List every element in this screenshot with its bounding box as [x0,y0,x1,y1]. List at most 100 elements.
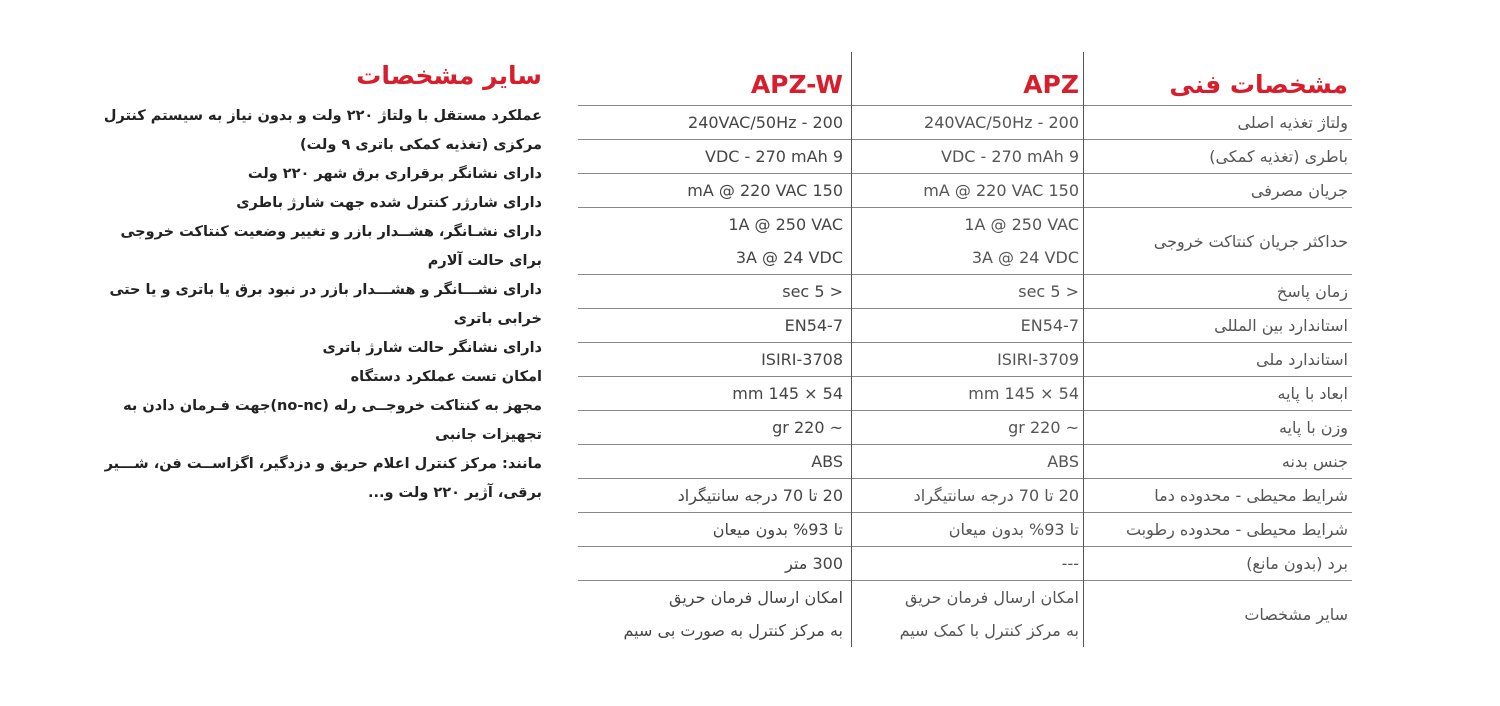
spec-value-line: 1A @ 250 VAC [728,215,843,234]
spec-table-header: مشخصات فنی APZ APZ-W [578,52,1352,106]
spec-value-line: ABS [1047,452,1079,471]
other-specs-title: سایر مشخصات [356,61,542,90]
spec-value-line: 150 mA @ 220 VAC [923,181,1079,200]
table-row: استاندارد بین المللی EN54-7 EN54-7 [578,308,1352,343]
spec-value-apzw: 150 mA @ 220 VAC [578,173,852,208]
spec-value-line: امکان ارسال فرمان حریق [905,588,1079,607]
spec-label: حداکثر جریان کنتاکت خروجی [1083,207,1352,275]
other-spec-line: خرابی باتری [453,311,542,327]
spec-value-apz: ~ 220 gr [851,410,1084,445]
spec-value-line: 20 تا 70 درجه سانتیگراد [677,486,843,505]
spec-value-line: به مرکز کنترل به صورت بی سیم [623,621,843,640]
spec-value-apz: 200 - 240VAC/50Hz [851,105,1084,140]
spec-value-line: به مرکز کنترل با کمک سیم [899,621,1079,640]
spec-value-line: EN54-7 [1020,316,1079,335]
spec-value-line: امکان ارسال فرمان حریق [669,588,843,607]
spec-value-apz: EN54-7 [851,308,1084,343]
spec-label: جریان مصرفی [1083,173,1352,208]
other-spec-line: مانند: مرکز کنترل اعلام حریق و دزدگیر، ا… [104,456,542,472]
spec-value-line: 3A @ 24 VDC [735,248,843,267]
spec-label: سایر مشخصات [1083,580,1352,647]
other-spec-line: برای حالت آلارم [427,253,542,269]
table-row: وزن با پایه ~ 220 gr ~ 220 gr [578,410,1352,445]
spec-label: شرایط محیطی - محدوده رطوبت [1083,512,1352,547]
spec-value-apzw: تا 93% بدون میعان [578,512,852,547]
spec-value-line: < 5 sec [782,282,843,301]
spec-value-apz: 150 mA @ 220 VAC [851,173,1084,208]
table-row: جنس بدنه ABS ABS [578,444,1352,479]
spec-value-line: تا 93% بدون میعان [712,520,843,539]
other-specs-section: سایر مشخصات عملکرد مستقل با ولتاژ ۲۲۰ ول… [103,58,542,508]
table-row: شرایط محیطی - محدوده رطوبت تا 93% بدون می… [578,512,1352,547]
spec-value-apzw: 300 متر [578,546,852,581]
spec-value-line: تا 93% بدون میعان [948,520,1079,539]
other-spec-line: دارای نشـــانگر و هشـــدار بازر در نبود … [109,282,542,298]
spec-value-line: 20 تا 70 درجه سانتیگراد [913,486,1079,505]
spec-value-apz: 1A @ 250 VAC 3A @ 24 VDC [851,207,1084,275]
spec-value-apz: 9 VDC - 270 mAh [851,139,1084,174]
header-apz: APZ [851,52,1084,106]
spec-label: استاندارد ملی [1083,342,1352,377]
table-row: ولتاژ تغذیه اصلی 200 - 240VAC/50Hz 200 - 2… [578,105,1352,140]
spec-value-apzw: 54 × 145 mm [578,376,852,411]
table-row: حداکثر جریان کنتاکت خروجی 1A @ 250 VAC 3A … [578,207,1352,275]
header-apz-w: APZ-W [750,70,843,99]
other-spec-line: دارای نشانگر حالت شارژ باتری [322,340,542,356]
spec-value-line: 9 VDC - 270 mAh [941,147,1079,166]
spec-label: شرایط محیطی - محدوده دما [1083,478,1352,513]
header-tech-specs: مشخصات فنی [1169,70,1348,99]
spec-label: برد (بدون مانع) [1083,546,1352,581]
spec-label: ولتاژ تغذیه اصلی [1083,105,1352,140]
spec-value-apzw: ISIRI-3708 [578,342,852,377]
spec-value-line: 300 متر [785,554,843,573]
spec-value-line: ~ 220 gr [772,418,843,437]
spec-value-apz: ISIRI-3709 [851,342,1084,377]
spec-value-apz: ABS [851,444,1084,479]
spec-value-apzw: 200 - 240VAC/50Hz [578,105,852,140]
spec-value-apz: 54 × 145 mm [851,376,1084,411]
spec-value-line: 1A @ 250 VAC [964,215,1079,234]
other-spec-line: تجهیزات جانبی [435,427,542,443]
spec-label: باطری (تغذیه کمکی) [1083,139,1352,174]
spec-label: زمان پاسخ [1083,274,1352,309]
table-row: شرایط محیطی - محدوده دما 20 تا 70 درجه سا… [578,478,1352,513]
spec-table: مشخصات فنی APZ APZ-W ولتاژ تغذیه اصلی 200… [578,52,1352,647]
other-specs-list: عملکرد مستقل با ولتاژ ۲۲۰ ولت و بدون نیا… [103,102,542,508]
spec-value-line: 150 mA @ 220 VAC [687,181,843,200]
spec-value-apzw: ABS [578,444,852,479]
spec-value-line: < 5 sec [1018,282,1079,301]
table-row: باطری (تغذیه کمکی) 9 VDC - 270 mAh 9 VDC -… [578,139,1352,174]
spec-value-line: 200 - 240VAC/50Hz [924,113,1079,132]
spec-value-line: ABS [811,452,843,471]
other-spec-line: دارای نشانگر برقراری برق شهر ۲۲۰ ولت [247,166,542,182]
spec-value-line: 3A @ 24 VDC [971,248,1079,267]
table-row: سایر مشخصات امکان ارسال فرمان حریق به مرکز… [578,580,1352,647]
other-spec-line: دارای نشـانگر، هشــدار بازر و تغییر وضعی… [120,224,542,240]
spec-value-line: --- [1061,554,1079,573]
spec-label: استاندارد بین المللی [1083,308,1352,343]
spec-value-apz: 20 تا 70 درجه سانتیگراد [851,478,1084,513]
other-spec-line: مرکزی (تغذیه کمکی باتری ۹ ولت) [299,137,542,153]
other-spec-line: امکان تست عملکرد دستگاه [350,369,542,385]
table-row: استاندارد ملی ISIRI-3709 ISIRI-3708 [578,342,1352,377]
spec-value-line: 54 × 145 mm [732,384,843,403]
other-spec-line: عملکرد مستقل با ولتاژ ۲۲۰ ولت و بدون نیا… [103,108,542,124]
table-row: زمان پاسخ < 5 sec < 5 sec [578,274,1352,309]
spec-value-line: ISIRI-3708 [761,350,843,369]
spec-value-apz: --- [851,546,1084,581]
table-row: جریان مصرفی 150 mA @ 220 VAC 150 mA @ 220 … [578,173,1352,208]
spec-value-apzw: 1A @ 250 VAC 3A @ 24 VDC [578,207,852,275]
table-row: برد (بدون مانع) --- 300 متر [578,546,1352,581]
table-row: ابعاد با پایه 54 × 145 mm 54 × 145 mm [578,376,1352,411]
spec-value-apzw: امکان ارسال فرمان حریق به مرکز کنترل به ص… [578,580,852,647]
spec-value-apz: امکان ارسال فرمان حریق به مرکز کنترل با ک… [851,580,1084,647]
spec-value-apz: < 5 sec [851,274,1084,309]
spec-value-line: 9 VDC - 270 mAh [705,147,843,166]
spec-value-apzw: EN54-7 [578,308,852,343]
spec-value-line: EN54-7 [784,316,843,335]
spec-value-apzw: 9 VDC - 270 mAh [578,139,852,174]
spec-value-apz: تا 93% بدون میعان [851,512,1084,547]
spec-value-line: ISIRI-3709 [997,350,1079,369]
spec-label: وزن با پایه [1083,410,1352,445]
other-spec-line: مجهز به کنتاکت خروجــی رله (no-nc)جهت فـ… [123,398,542,414]
